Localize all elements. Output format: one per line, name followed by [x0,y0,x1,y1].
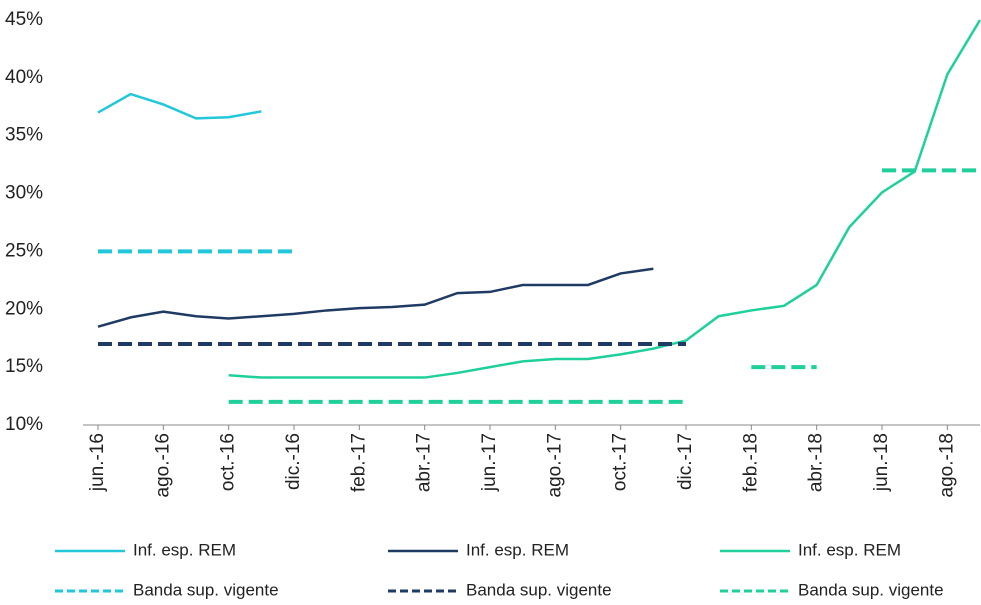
x-tick-label: abr.-18 [806,433,827,492]
legend-label: Banda sup. vigente [466,580,612,599]
y-tick-label: 30% [5,183,43,204]
x-tick-label: oct.-16 [218,433,239,491]
x-tick-label: jun.-18 [871,433,892,492]
x-tick-label: jun.-16 [87,433,108,492]
x-tick-label: ago.-18 [936,433,957,497]
y-tick-label: 40% [5,67,43,88]
legend-label: Inf. esp. REM [133,540,236,559]
y-tick-label: 25% [5,240,43,261]
y-tick-label: 15% [5,356,43,377]
x-tick-label: ago.-16 [152,433,173,497]
legend-label: Banda sup. vigente [798,580,944,599]
y-tick-label: 20% [5,298,43,319]
x-tick-label: dic.-17 [675,433,696,490]
x-tick-label: ago.-17 [544,433,565,497]
y-tick-label: 45% [5,9,43,30]
y-tick-label: 10% [5,414,43,435]
x-tick-label: jun.-17 [479,433,500,492]
series-line [97,92,262,120]
x-tick-label: feb.-18 [740,433,761,492]
x-tick-label: feb.-17 [348,433,369,492]
series-line [228,19,981,379]
x-tick-label: abr.-17 [414,433,435,492]
legend-label: Inf. esp. REM [466,540,569,559]
legend-label: Banda sup. vigente [133,580,279,599]
x-tick-label: oct.-17 [610,433,631,491]
y-tick-label: 35% [5,125,43,146]
series-line [97,267,654,328]
x-tick-label: dic.-16 [283,433,304,490]
legend-label: Inf. esp. REM [798,540,901,559]
